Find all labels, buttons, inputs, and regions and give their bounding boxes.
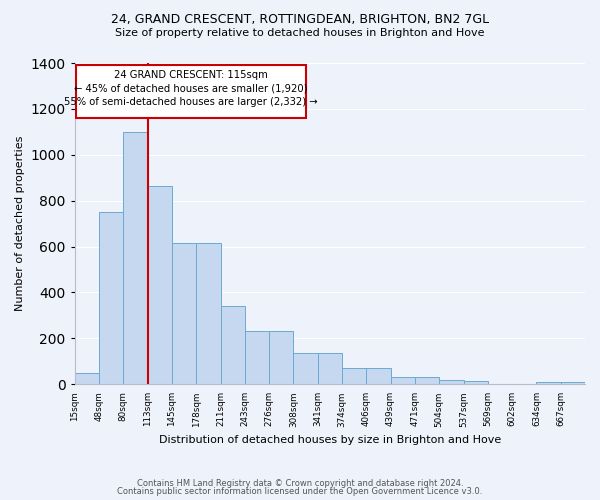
Bar <box>75 373 99 384</box>
Text: Contains HM Land Registry data © Crown copyright and database right 2024.: Contains HM Land Registry data © Crown c… <box>137 478 463 488</box>
Bar <box>245 332 269 384</box>
Text: 55% of semi-detached houses are larger (2,332) →: 55% of semi-detached houses are larger (… <box>64 96 317 106</box>
Bar <box>196 243 221 384</box>
Y-axis label: Number of detached properties: Number of detached properties <box>15 136 25 312</box>
Bar <box>148 186 172 384</box>
Text: 24 GRAND CRESCENT: 115sqm: 24 GRAND CRESCENT: 115sqm <box>114 70 268 80</box>
Text: Contains public sector information licensed under the Open Government Licence v3: Contains public sector information licen… <box>118 487 482 496</box>
Bar <box>318 353 342 384</box>
Bar <box>99 212 124 384</box>
Bar <box>269 332 293 384</box>
Text: ← 45% of detached houses are smaller (1,920): ← 45% of detached houses are smaller (1,… <box>74 83 307 93</box>
Text: 24, GRAND CRESCENT, ROTTINGDEAN, BRIGHTON, BN2 7GL: 24, GRAND CRESCENT, ROTTINGDEAN, BRIGHTO… <box>111 12 489 26</box>
Bar <box>221 306 245 384</box>
FancyBboxPatch shape <box>76 66 305 118</box>
Bar <box>561 382 585 384</box>
Bar <box>536 382 561 384</box>
Bar <box>415 378 439 384</box>
Text: Size of property relative to detached houses in Brighton and Hove: Size of property relative to detached ho… <box>115 28 485 38</box>
Bar <box>391 378 415 384</box>
Bar <box>172 243 196 384</box>
Bar <box>342 368 367 384</box>
Bar <box>293 353 318 384</box>
Bar <box>124 132 148 384</box>
Bar <box>367 368 391 384</box>
X-axis label: Distribution of detached houses by size in Brighton and Hove: Distribution of detached houses by size … <box>159 435 501 445</box>
Bar <box>464 381 488 384</box>
Bar <box>439 380 464 384</box>
